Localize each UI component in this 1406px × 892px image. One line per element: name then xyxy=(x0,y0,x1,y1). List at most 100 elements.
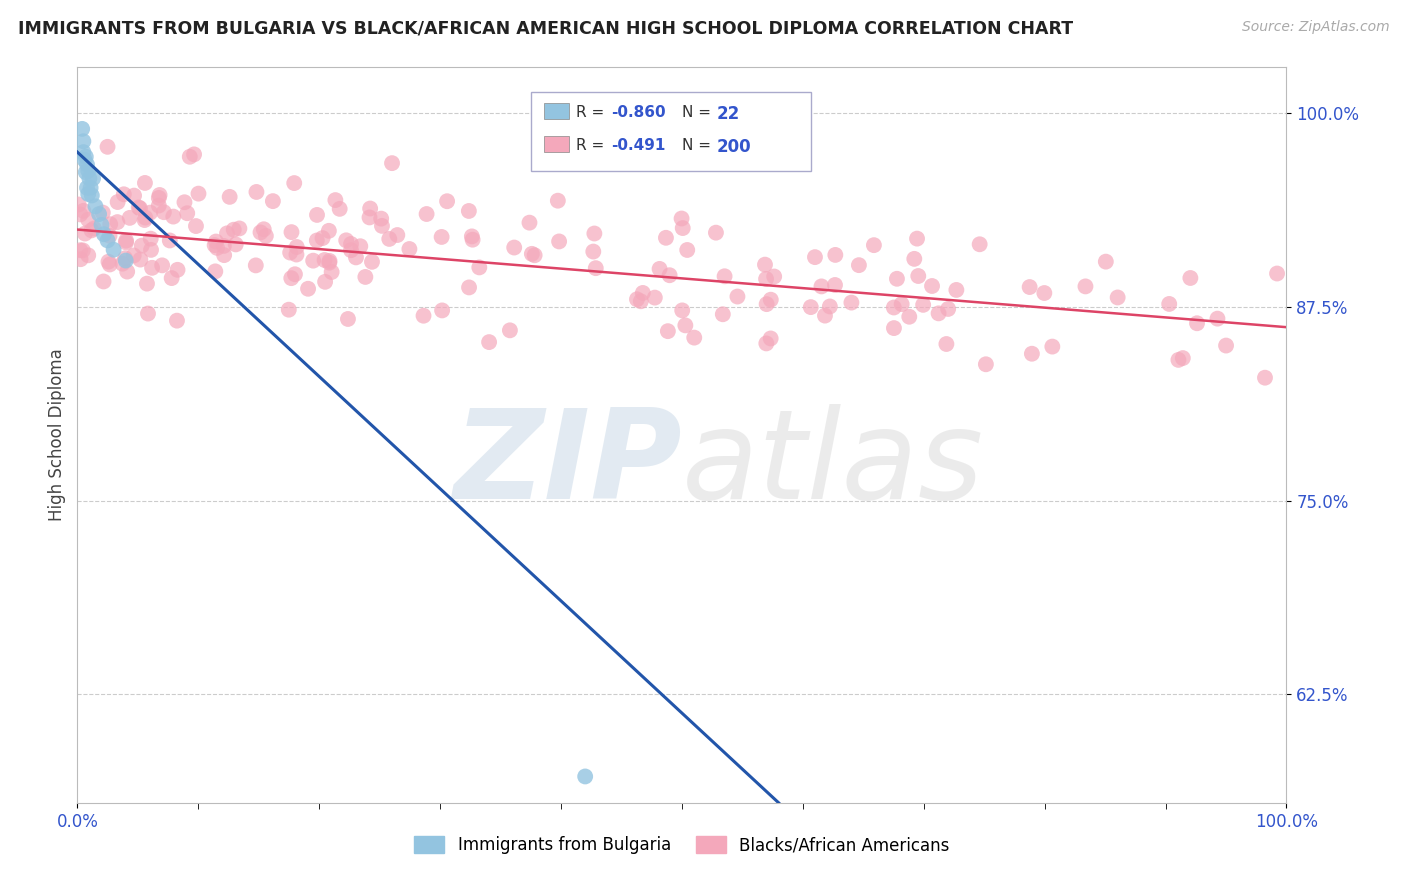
Point xyxy=(314,275,336,289)
Point xyxy=(321,265,343,279)
Point xyxy=(84,199,107,213)
Point xyxy=(225,237,247,252)
Point xyxy=(814,309,837,323)
Point xyxy=(503,241,526,255)
Point xyxy=(76,180,98,194)
Point xyxy=(183,147,205,161)
Point xyxy=(928,306,950,320)
Point xyxy=(262,194,284,208)
Point xyxy=(644,291,666,305)
Point xyxy=(73,227,96,241)
Point xyxy=(969,237,991,252)
Point xyxy=(804,250,827,264)
Point xyxy=(90,218,112,232)
Point xyxy=(249,226,271,240)
Point xyxy=(626,293,648,307)
Point xyxy=(96,234,118,248)
Point xyxy=(457,204,479,219)
Point xyxy=(76,157,98,171)
Point xyxy=(370,211,392,226)
Point xyxy=(672,221,695,235)
Point xyxy=(97,254,120,268)
Point xyxy=(335,233,357,247)
Point xyxy=(139,205,162,219)
Point xyxy=(69,244,91,258)
Point xyxy=(585,261,607,276)
Point xyxy=(173,195,195,210)
Point xyxy=(153,205,176,219)
Point xyxy=(205,241,228,255)
Point xyxy=(907,268,929,283)
Point xyxy=(461,229,484,244)
Point xyxy=(277,302,299,317)
Point xyxy=(93,275,115,289)
Point xyxy=(118,211,141,225)
Point xyxy=(430,303,453,318)
Point xyxy=(759,331,782,345)
Point xyxy=(253,222,276,236)
Point xyxy=(1021,347,1043,361)
Point xyxy=(98,228,121,243)
Point xyxy=(1206,311,1229,326)
Point xyxy=(912,298,935,312)
Point xyxy=(278,245,301,260)
Point xyxy=(499,323,522,337)
Point xyxy=(848,258,870,272)
Point xyxy=(212,248,235,262)
Point xyxy=(72,244,94,258)
Point xyxy=(436,194,458,209)
Point xyxy=(974,357,997,371)
Text: 200: 200 xyxy=(717,138,752,156)
Point xyxy=(305,208,328,222)
Point xyxy=(105,215,128,229)
Point xyxy=(1159,297,1181,311)
Text: Source: ZipAtlas.com: Source: ZipAtlas.com xyxy=(1241,20,1389,34)
Point xyxy=(841,295,863,310)
Point xyxy=(159,234,181,248)
Point xyxy=(115,264,138,278)
Point xyxy=(903,252,925,266)
Point xyxy=(630,294,652,309)
Point xyxy=(657,324,679,338)
Text: N =: N = xyxy=(682,105,716,120)
Point xyxy=(93,227,115,242)
Point xyxy=(160,271,183,285)
Point xyxy=(754,258,776,272)
Point xyxy=(325,193,347,207)
Point xyxy=(131,238,153,252)
Point xyxy=(204,264,226,278)
Point xyxy=(79,180,101,194)
Point xyxy=(1074,279,1097,293)
Point xyxy=(122,188,145,202)
Point xyxy=(103,243,125,257)
Point xyxy=(204,238,226,252)
Point xyxy=(430,230,453,244)
Point xyxy=(824,248,846,262)
Point xyxy=(187,186,209,201)
Point xyxy=(1167,352,1189,367)
Point xyxy=(520,247,543,261)
Point xyxy=(75,165,97,179)
Text: IMMIGRANTS FROM BULGARIA VS BLACK/AFRICAN AMERICAN HIGH SCHOOL DIPLOMA CORRELATI: IMMIGRANTS FROM BULGARIA VS BLACK/AFRICA… xyxy=(18,20,1073,37)
Text: R =: R = xyxy=(576,138,610,153)
Point xyxy=(905,232,928,246)
Point xyxy=(1033,285,1056,300)
Point xyxy=(519,216,541,230)
Point xyxy=(349,239,371,253)
Point xyxy=(72,134,94,148)
Point xyxy=(280,225,302,239)
Point xyxy=(128,201,150,215)
Point xyxy=(1180,271,1202,285)
Point xyxy=(359,211,381,225)
Point xyxy=(711,307,734,321)
Point xyxy=(658,268,681,283)
Point xyxy=(176,206,198,220)
Point xyxy=(218,190,240,204)
Point xyxy=(139,232,162,246)
Point xyxy=(254,228,277,243)
Point xyxy=(340,236,363,251)
Point xyxy=(205,235,228,249)
Point xyxy=(921,279,943,293)
Point xyxy=(883,321,905,335)
Point xyxy=(361,255,384,269)
